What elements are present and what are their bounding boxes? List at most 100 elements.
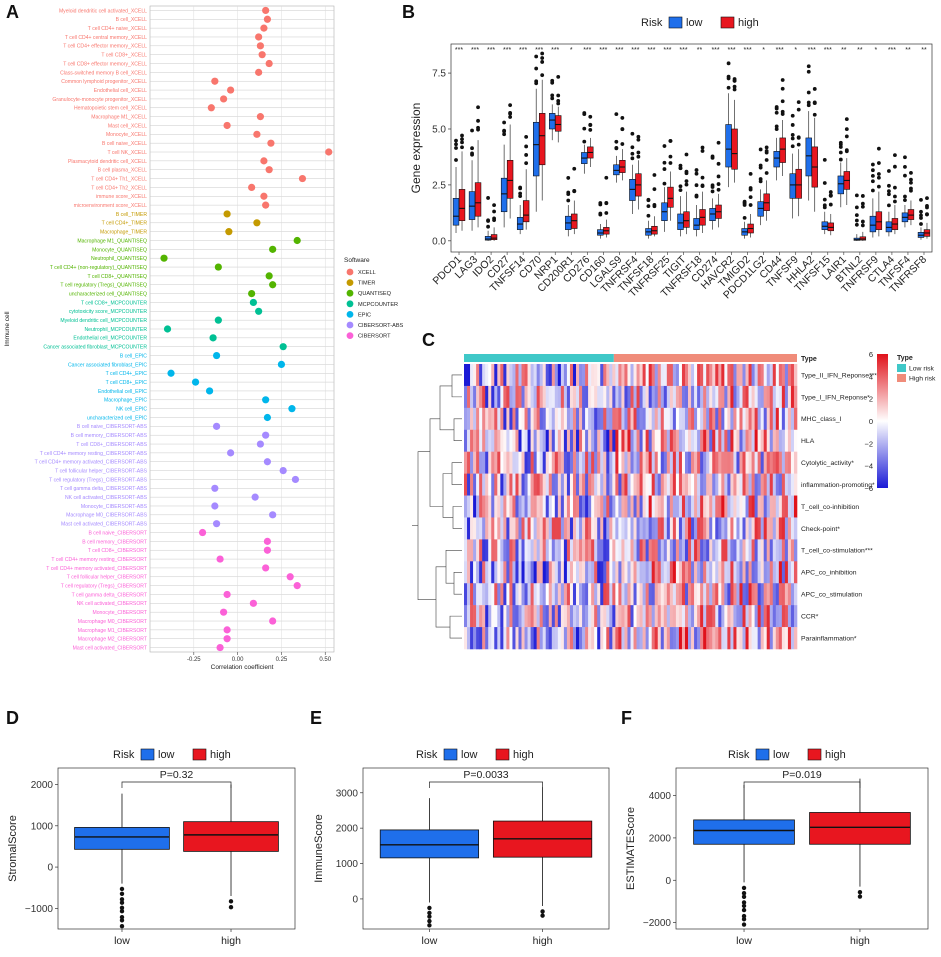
- row-label-cancer-associated-fibroblast-mcpcounter: Cancer associated fibroblast_MCPCOUNTER: [43, 345, 147, 351]
- heatmap-cell: [536, 364, 540, 387]
- heatmap-cell: [787, 517, 792, 540]
- heatmap-cell: [730, 429, 734, 452]
- heatmap-cell: [763, 407, 768, 431]
- heatmap-cell: [485, 605, 489, 628]
- heatmap-cell: [530, 539, 534, 562]
- outlier: [860, 223, 865, 228]
- row-label-t-cell-co-stimulation: T_cell_co-stimulation***: [801, 548, 873, 555]
- row-label-type-i-ifn-reponse: Type_I_IFN_Reponse*: [801, 394, 870, 401]
- heatmap-cell: [551, 364, 556, 387]
- heatmap-cell: [585, 627, 589, 650]
- box-high-tnfsf4: [907, 209, 915, 220]
- heatmap-cell: [615, 561, 619, 584]
- heatmap-cell: [624, 605, 628, 628]
- heatmap-cell: [684, 429, 689, 452]
- heatmap-cell: [506, 407, 510, 431]
- heatmap-cell: [557, 451, 562, 474]
- outlier: [486, 196, 490, 200]
- heatmap-cell: [630, 473, 634, 496]
- heatmap-cell: [763, 429, 768, 452]
- outlier: [716, 161, 721, 166]
- heatmap-cell: [572, 451, 577, 474]
- heatmap-cell: [712, 385, 716, 409]
- heatmap-cell: [494, 583, 498, 606]
- heatmap-cell: [691, 583, 695, 606]
- heatmap-cell: [706, 517, 710, 540]
- outlier: [518, 191, 523, 196]
- heatmap-cell: [603, 561, 607, 584]
- y-axis-label: ESTIMATEScore: [625, 807, 637, 890]
- heatmap-cell: [491, 517, 495, 540]
- heatmap-cell: [636, 627, 640, 650]
- heatmap-cell: [603, 495, 607, 518]
- row-label-apc-co-stimulation: APC_co_stimulation: [801, 592, 862, 599]
- heatmap-cell: [775, 539, 780, 562]
- heatmap-cell: [524, 539, 528, 562]
- heatmap-cell: [594, 495, 598, 518]
- heatmap-cell: [545, 583, 550, 606]
- heatmap-cell: [651, 429, 656, 452]
- heatmap-cell: [739, 583, 743, 606]
- heatmap-cell: [639, 561, 643, 584]
- heatmap-cell: [745, 605, 749, 628]
- box-high-cd70: [538, 113, 546, 166]
- heatmap-cell: [467, 561, 471, 584]
- heatmap-cell: [642, 451, 646, 474]
- heatmap-cell: [524, 495, 528, 518]
- heatmap-cell: [621, 517, 625, 540]
- heatmap-cell: [467, 539, 471, 562]
- significance-btnl2: **: [857, 47, 863, 54]
- box-high-tnfrsf9: [875, 211, 883, 230]
- heatmap-cell: [491, 583, 495, 606]
- heatmap-cell: [563, 605, 568, 628]
- heatmap-cell: [778, 495, 783, 518]
- heatmap-cell: [700, 539, 704, 562]
- heatmap-cell: [539, 429, 544, 452]
- heatmap-cell: [533, 495, 537, 518]
- heatmap-cell: [491, 407, 495, 431]
- heatmap-cell: [742, 561, 746, 584]
- heatmap-cell: [642, 561, 646, 584]
- heatmap-cell: [694, 539, 698, 562]
- heatmap-cell: [569, 495, 574, 518]
- heatmap-cell: [684, 561, 689, 584]
- heatmap-cell: [724, 627, 728, 650]
- heatmap-cell: [778, 364, 783, 387]
- point-t-cell-cd8-mcpcounter: [249, 298, 257, 307]
- heatmap-cell: [597, 364, 601, 387]
- point-myeloid-dendritic-cell-mcpcounter: [214, 316, 222, 324]
- outlier: [614, 146, 619, 151]
- heatmap-cell: [560, 517, 565, 540]
- heatmap-cell: [675, 429, 680, 452]
- heatmap-cell: [790, 429, 795, 452]
- heatmap-cell: [639, 451, 643, 474]
- heatmap-cell: [494, 451, 498, 474]
- heatmap-cell: [579, 385, 583, 409]
- heatmap-cell: [778, 605, 783, 628]
- heatmap-cell: [715, 539, 719, 562]
- point-monocyte-cibersort: [220, 608, 228, 616]
- gene-group-tnfsf15: ***: [821, 47, 834, 236]
- point-t-cell-cd4-non-regulatory-quantiseq: [214, 263, 222, 271]
- heatmap-cell: [515, 473, 519, 496]
- heatmap-cell: [745, 539, 749, 562]
- heatmap-cell: [582, 407, 586, 431]
- outlier: [780, 109, 785, 114]
- heatmap-cell: [715, 429, 719, 452]
- heatmap-cell: [503, 495, 507, 518]
- heatmap-cell: [560, 495, 565, 518]
- point-mast-cell-activated-cibersort-abs: [212, 520, 221, 528]
- heatmap-cell: [697, 583, 701, 606]
- outlier: [119, 891, 125, 896]
- heatmap-cell: [730, 407, 734, 431]
- heatmap-cell: [539, 517, 544, 540]
- heatmap-cell: [612, 627, 616, 650]
- heatmap-cell: [518, 517, 522, 540]
- heatmap-cell: [572, 605, 577, 628]
- heatmap-cell: [642, 473, 646, 496]
- heatmap-cell: [760, 473, 764, 496]
- panel-b-legend: Risk low high: [641, 16, 759, 29]
- heatmap-cell: [576, 451, 580, 474]
- heatmap-cell: [763, 495, 768, 518]
